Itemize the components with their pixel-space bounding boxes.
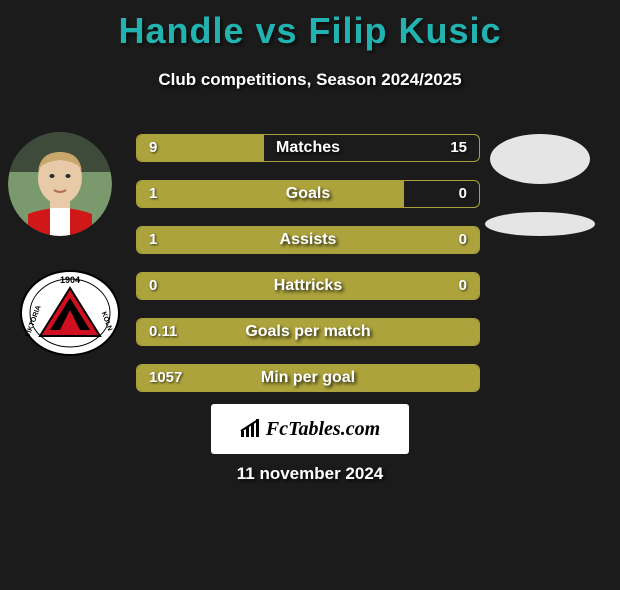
- player-left-avatar: [8, 132, 112, 236]
- bar-row: 10Goals: [136, 180, 480, 208]
- bar-row: 10Assists: [136, 226, 480, 254]
- bar-row: 0.11Goals per match: [136, 318, 480, 346]
- silhouette-icon: [490, 134, 590, 184]
- bar-label: Matches: [137, 139, 479, 157]
- bar-row: 1057Min per goal: [136, 364, 480, 392]
- comparison-bars: 915Matches 10Goals 10Assists 00Hattricks 0.1…: [136, 134, 480, 410]
- bar-row: 915Matches: [136, 134, 480, 162]
- watermark-badge: FcTables.com: [211, 404, 409, 454]
- svg-text:1904: 1904: [60, 275, 80, 285]
- page-title: Handle vs Filip Kusic: [0, 10, 620, 52]
- watermark-text: FcTables.com: [266, 418, 380, 441]
- subtitle: Club competitions, Season 2024/2025: [0, 70, 620, 90]
- player-right-avatar: [470, 120, 610, 340]
- bar-row: 00Hattricks: [136, 272, 480, 300]
- signal-icon: [240, 419, 262, 439]
- bar-label: Goals: [137, 185, 479, 203]
- bar-label: Hattricks: [137, 277, 479, 295]
- club-crest: 1904 VIKTORIA KÖLN: [20, 270, 120, 356]
- date-label: 11 november 2024: [0, 464, 620, 484]
- bar-label: Min per goal: [137, 369, 479, 387]
- bar-label: Goals per match: [137, 323, 479, 341]
- bar-label: Assists: [137, 231, 479, 249]
- silhouette-icon: [485, 212, 595, 236]
